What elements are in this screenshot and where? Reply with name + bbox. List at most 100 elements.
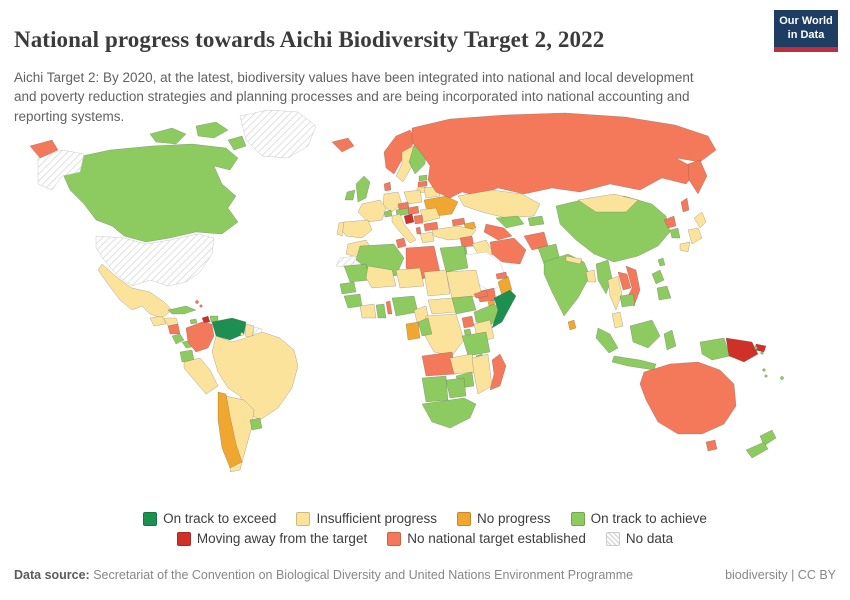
niger-region[interactable]: Niger: Insufficient progress	[395, 267, 425, 289]
romania-region[interactable]: Romania: Insufficient progress	[419, 207, 441, 223]
latvia-region[interactable]: Latvia: No national target established	[417, 180, 428, 188]
italy-region[interactable]: Italy: Insufficient progress	[391, 213, 417, 244]
hungary-region[interactable]: Hungary: No national target established	[407, 205, 420, 216]
denmark-region[interactable]: Denmark: No national target established	[383, 181, 392, 192]
united-states-region[interactable]: United States: No data	[95, 233, 215, 287]
trinidad-and-tobago-region[interactable]: Trinidad and Tobago: Insufficient progre…	[240, 332, 244, 336]
portugal-region[interactable]: Portugal: Insufficient progress	[336, 221, 345, 237]
madagascar-region[interactable]: Madagascar: No national target establish…	[489, 353, 507, 391]
indonesia-region[interactable]: Indonesia: On track to achieve	[629, 319, 661, 349]
turkmenistan-region[interactable]: Turkmenistan: No national target establi…	[483, 223, 513, 241]
legend-item-moving-away-from-the-target[interactable]: Moving away from the target	[176, 531, 367, 546]
angola-region[interactable]: Angola: No national target established	[421, 351, 457, 377]
ireland-region[interactable]: Ireland: On track to achieve	[344, 189, 356, 201]
senegal-region[interactable]: Senegal: On track to achieve	[339, 281, 357, 295]
france-region[interactable]: France: Insufficient progress	[357, 199, 387, 223]
map-regions[interactable]: Greenland: No dataCanada: On track to ac…	[29, 109, 784, 473]
license-link[interactable]: biodiversity | CC BY	[725, 568, 836, 582]
rwanda-region[interactable]: Rwanda: On track to achieve	[463, 328, 472, 336]
poland-region[interactable]: Poland: Insufficient progress	[403, 189, 423, 205]
bahamas-region[interactable]: Bahamas: No national target established	[195, 300, 199, 304]
south-sudan-region[interactable]: South Sudan: On track to achieve	[451, 295, 477, 315]
legend-item-no-national-target-established[interactable]: No national target established	[387, 531, 586, 546]
bangladesh-region[interactable]: Bangladesh: Insufficient progress	[585, 269, 597, 283]
eritrea-region[interactable]: Eritrea: No national target established	[473, 289, 489, 299]
congo-region[interactable]: Congo: On track to achieve	[417, 317, 433, 337]
tanzania-region[interactable]: Tanzania: On track to achieve	[461, 331, 491, 357]
guinea-region[interactable]: Guinea: On track to achieve	[343, 293, 363, 309]
indonesia-region[interactable]: Indonesia: On track to achieve	[663, 329, 677, 351]
syria-region[interactable]: Syria: No national target established	[459, 235, 475, 248]
russia-region[interactable]: Russia: No national target established	[29, 139, 59, 159]
united-arab-emirates-region[interactable]: United Arab Emirates: No national target…	[495, 271, 508, 280]
malaysia-region[interactable]: Malaysia: Insufficient progress	[611, 311, 624, 329]
guatemala-region[interactable]: Guatemala: Insufficient progress	[149, 315, 167, 327]
germany-region[interactable]: Germany: Insufficient progress	[382, 191, 403, 213]
chile-region[interactable]: Chile: No progress	[217, 391, 243, 469]
uruguay-region[interactable]: Uruguay: On track to achieve	[249, 417, 263, 431]
laos-region[interactable]: Laos: No national target established	[617, 271, 632, 291]
haiti-region[interactable]: Haiti: Moving away from the target	[201, 315, 211, 324]
botswana-region[interactable]: Botswana: On track to achieve	[445, 377, 467, 399]
australia-region[interactable]: Australia: No national target establishe…	[639, 361, 737, 435]
india-region[interactable]: India: On track to achieve	[543, 253, 591, 317]
world-choropleth-map[interactable]: Greenland: No dataCanada: On track to ac…	[0, 106, 850, 508]
iceland-region[interactable]: Iceland: No national target established	[331, 137, 355, 153]
nigeria-region[interactable]: Nigeria: On track to achieve	[391, 295, 419, 317]
legend-item-on-track-to-achieve[interactable]: On track to achieve	[570, 511, 707, 526]
costa-rica-region[interactable]: Costa Rica: On track to achieve	[171, 333, 185, 345]
thailand-region[interactable]: Thailand: Insufficient progress	[607, 275, 623, 311]
canada-region[interactable]: Canada: On track to achieve	[227, 135, 247, 151]
peru-region[interactable]: Peru: Insufficient progress	[183, 357, 219, 395]
cuba-region[interactable]: Cuba: On track to achieve	[167, 305, 197, 315]
philippines-region[interactable]: Philippines: On track to achieve	[656, 285, 672, 301]
albania-region[interactable]: Albania: No national target established	[415, 226, 422, 235]
bulgaria-region[interactable]: Bulgaria: No national target established	[423, 221, 439, 232]
bahamas-region[interactable]: Bahamas: No national target established	[199, 304, 203, 308]
croatia-region[interactable]: Croatia: Moving away from the target	[403, 213, 415, 225]
canada-region[interactable]: Canada: On track to achieve	[61, 143, 239, 243]
tunisia-region[interactable]: Tunisia: No national target established	[395, 237, 407, 249]
japan-region[interactable]: Japan: Insufficient progress	[687, 227, 703, 245]
legend-item-on-track-to-exceed[interactable]: On track to exceed	[143, 511, 276, 526]
uganda-region[interactable]: Uganda: No national target established	[461, 315, 475, 329]
namibia-region[interactable]: Namibia: On track to achieve	[421, 375, 449, 403]
benin-region[interactable]: Benin: No national target established	[385, 300, 393, 315]
papua-new-guinea-region[interactable]: Papua New Guinea: Moving away from the t…	[725, 337, 759, 363]
estonia-region[interactable]: Estonia: On track to achieve	[418, 174, 428, 182]
mongolia-region[interactable]: Mongolia: Insufficient progress	[577, 193, 639, 213]
kyrgyzstan-region[interactable]: Kyrgyzstan: On track to achieve	[527, 215, 545, 227]
nepal-region[interactable]: Nepal: Insufficient progress	[565, 255, 583, 265]
democratic-republic-of-congo-region[interactable]: Democratic Republic of Congo: Insufficie…	[423, 313, 465, 357]
ivory-coast-region[interactable]: Ivory Coast: Insufficient progress	[359, 303, 377, 319]
cambodia-region[interactable]: Cambodia: On track to achieve	[619, 293, 636, 308]
new-zealand-region[interactable]: New Zealand: On track to achieve	[745, 441, 769, 459]
sri-lanka-region[interactable]: Sri Lanka: No progress	[567, 319, 577, 331]
russia-region[interactable]: Russia: No national target established	[687, 159, 708, 195]
japan-region[interactable]: Japan: Insufficient progress	[693, 211, 707, 229]
canada-region[interactable]: Canada: On track to achieve	[195, 121, 229, 139]
mexico-region[interactable]: Mexico: Insufficient progress	[97, 263, 173, 319]
nicaragua-region[interactable]: Nicaragua: No national target establishe…	[167, 323, 181, 335]
serbia-region[interactable]: Serbia: No national target established	[413, 214, 424, 225]
russia-region[interactable]: Russia: No national target established	[680, 197, 690, 213]
kazakhstan-region[interactable]: Kazakhstan: Insufficient progress	[457, 189, 541, 219]
south-korea-region[interactable]: South Korea: On track to achieve	[669, 227, 681, 239]
greenland-region[interactable]: Greenland: No data	[239, 109, 317, 159]
egypt-region[interactable]: Egypt: On track to achieve	[439, 245, 469, 273]
united-kingdom-region[interactable]: United Kingdom: On track to achieve	[355, 175, 371, 203]
gabon-region[interactable]: Gabon: No progress	[405, 321, 421, 341]
iran-region[interactable]: Iran: No national target established	[489, 237, 527, 265]
indonesia-region[interactable]: Indonesia: On track to achieve	[611, 355, 657, 371]
mozambique-region[interactable]: Mozambique: Insufficient progress	[471, 353, 493, 395]
solomon-islands-region[interactable]: Solomon Islands: On track to achieve	[754, 346, 758, 350]
japan-region[interactable]: Japan: Insufficient progress	[679, 241, 691, 253]
georgia-region[interactable]: Georgia: No national target established	[451, 217, 466, 227]
solomon-islands-region[interactable]: Solomon Islands: On track to achieve	[760, 351, 764, 355]
philippines-region[interactable]: Philippines: On track to achieve	[651, 269, 665, 285]
jamaica-region[interactable]: Jamaica: On track to achieve	[189, 318, 198, 325]
colombia-region[interactable]: Colombia: No national target established	[185, 321, 215, 353]
legend-item-no-progress[interactable]: No progress	[457, 511, 551, 526]
owid-logo[interactable]: Our World in Data	[774, 10, 838, 52]
united-states-region[interactable]: United States: No data	[37, 149, 85, 191]
